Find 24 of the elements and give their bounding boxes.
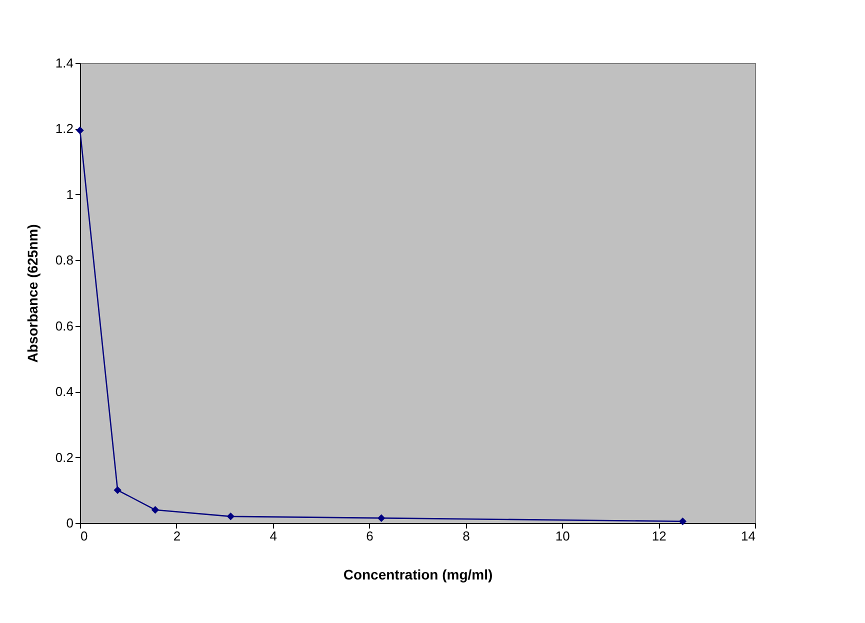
x-tick-label: 2 [173, 528, 181, 544]
point [678, 517, 687, 526]
x-tick-label: 10 [555, 528, 570, 544]
y-tick-label: 1 [66, 186, 74, 202]
y-tick-label: 0 [66, 516, 74, 530]
y-tick-label: 0.2 [55, 450, 74, 465]
x-tick-label: 8 [462, 528, 470, 544]
y-tick-label: 0.8 [55, 252, 74, 268]
point [114, 486, 122, 494]
y-tick-label: 0.6 [55, 318, 74, 334]
x-tick-label: 12 [652, 528, 666, 544]
point [226, 512, 235, 520]
point [377, 514, 386, 522]
x-tick-label: 0 [80, 528, 88, 544]
point [151, 506, 160, 514]
x-axis-title: Concentration (mg/ml) [343, 566, 493, 582]
x-tick-label: 14 [741, 528, 756, 544]
x-tick-label: 4 [270, 528, 277, 544]
y-tick-label: 1.4 [55, 56, 74, 70]
y-tick-label: 1.2 [55, 121, 74, 136]
point [76, 126, 84, 134]
y-axis-title: Absorbance (625nm) [24, 224, 40, 363]
y-tick-label: 0.4 [55, 384, 74, 400]
x-tick-label: 6 [366, 528, 374, 544]
